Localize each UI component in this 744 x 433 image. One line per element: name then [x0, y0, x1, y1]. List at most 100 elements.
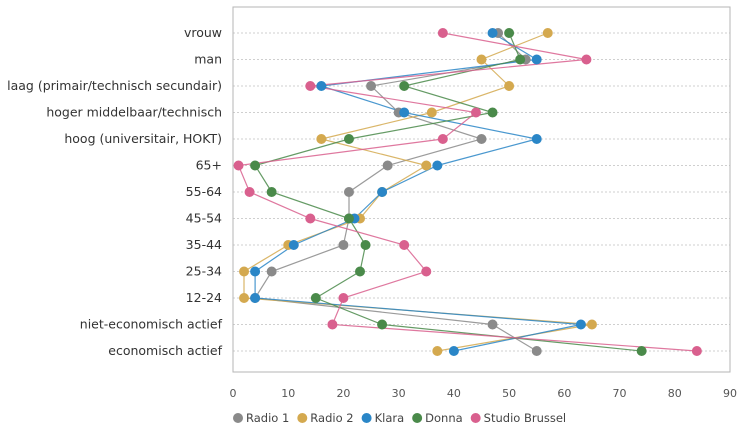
- data-point-donna: [399, 81, 410, 91]
- category-label: 12-24: [186, 290, 222, 305]
- x-tick-label: 20: [336, 387, 350, 400]
- data-point-donna: [343, 134, 354, 144]
- x-tick-label: 30: [392, 387, 406, 400]
- data-point-radio-2: [239, 266, 250, 277]
- data-point-radio-2: [476, 54, 487, 65]
- legend-label: Studio Brussel: [484, 411, 566, 425]
- data-point-studio-brussel: [305, 81, 316, 91]
- data-point-studio-brussel: [338, 293, 349, 303]
- data-point-donna: [515, 54, 526, 65]
- data-point-radio-2: [239, 293, 250, 303]
- data-point-studio-brussel: [437, 28, 448, 38]
- data-point-donna: [355, 266, 366, 277]
- x-axis-ticks: 0 10 20 30 40 50 60 70 80 90: [230, 387, 738, 400]
- category-labels: vrouw man laag (primair/technisch secundai…: [7, 25, 222, 358]
- category-label: hoog (universitair, HOKT): [64, 131, 222, 146]
- data-point-studio-brussel: [244, 187, 255, 197]
- legend-marker: [412, 413, 423, 423]
- data-point-klara: [250, 293, 261, 303]
- category-label: 25-34: [186, 264, 222, 279]
- data-point-studio-brussel: [437, 134, 448, 144]
- data-point-donna: [343, 213, 354, 224]
- legend-label: Radio 2: [310, 411, 353, 425]
- data-point-donna: [250, 160, 261, 171]
- legend-marker: [297, 413, 308, 423]
- data-point-radio-1: [338, 240, 349, 250]
- data-point-klara: [288, 240, 299, 250]
- x-tick-label: 10: [281, 387, 295, 400]
- data-point-donna: [504, 28, 515, 38]
- data-point-donna: [487, 107, 498, 118]
- data-point-klara: [575, 319, 586, 330]
- category-label: hoger middelbaar/technisch: [46, 105, 222, 120]
- data-point-klara: [316, 81, 327, 91]
- data-point-studio-brussel: [305, 213, 316, 224]
- category-label: 55-64: [186, 184, 222, 199]
- data-point-radio-2: [542, 28, 553, 38]
- legend: Radio 1 Radio 2 Klara Donna Studio Brussel: [233, 411, 566, 425]
- data-point-radio-2: [421, 160, 432, 171]
- data-point-klara: [377, 187, 388, 197]
- data-point-studio-brussel: [421, 266, 432, 277]
- data-point-radio-2: [504, 81, 515, 91]
- data-point-radio-2: [586, 319, 597, 330]
- legend-marker: [233, 413, 243, 423]
- category-label: niet-economisch actief: [80, 317, 223, 332]
- legend-item-studio-brussel: Studio Brussel: [470, 411, 566, 425]
- category-label: laag (primair/technisch secundair): [7, 78, 222, 93]
- legend-label: Radio 1: [246, 411, 289, 425]
- plot-frame: [232, 6, 731, 373]
- data-point-studio-brussel: [581, 54, 592, 65]
- data-point-radio-2: [426, 107, 437, 118]
- data-point-donna: [636, 346, 647, 356]
- legend-label: Donna: [425, 411, 463, 425]
- legend-marker: [361, 413, 372, 423]
- data-point-studio-brussel: [470, 107, 481, 118]
- data-point-studio-brussel: [327, 319, 338, 330]
- data-point-studio-brussel: [691, 346, 702, 356]
- category-label: man: [194, 52, 222, 67]
- category-label: economisch actief: [108, 343, 222, 358]
- category-label: 45-54: [186, 211, 222, 226]
- x-tick-label: 90: [723, 387, 737, 400]
- category-label: 35-44: [186, 237, 222, 252]
- data-point-klara: [531, 134, 542, 144]
- data-point-donna: [310, 293, 321, 303]
- legend-item-radio-1: Radio 1: [233, 411, 289, 425]
- series-lines: [237, 32, 697, 352]
- legend-marker: [470, 413, 481, 423]
- data-point-radio-1: [476, 134, 487, 144]
- data-point-radio-1: [382, 160, 393, 171]
- data-point-studio-brussel: [399, 240, 410, 250]
- series-points: [233, 28, 702, 356]
- x-tick-label: 80: [668, 387, 682, 400]
- data-point-klara: [531, 54, 542, 65]
- data-point-donna: [360, 240, 371, 250]
- data-point-radio-1: [531, 346, 542, 356]
- data-point-radio-2: [432, 346, 443, 356]
- legend-item-donna: Donna: [412, 411, 463, 425]
- data-point-klara: [399, 107, 410, 118]
- data-point-klara: [250, 266, 261, 277]
- data-point-klara: [487, 28, 498, 38]
- x-tick-label: 50: [502, 387, 516, 400]
- x-tick-label: 70: [613, 387, 627, 400]
- x-tick-label: 40: [447, 387, 461, 400]
- data-point-radio-1: [366, 81, 377, 91]
- data-point-radio-1: [266, 266, 277, 277]
- data-point-klara: [432, 160, 443, 171]
- data-point-donna: [266, 187, 277, 197]
- data-point-klara: [448, 346, 459, 356]
- data-point-radio-2: [316, 134, 327, 144]
- x-tick-label: 60: [557, 387, 571, 400]
- category-label: vrouw: [184, 25, 222, 40]
- data-point-radio-1: [343, 187, 354, 197]
- category-label: 65+: [196, 158, 222, 173]
- legend-label: Klara: [375, 411, 405, 425]
- legend-item-klara: Klara: [361, 411, 405, 425]
- data-point-studio-brussel: [233, 160, 244, 171]
- legend-item-radio-2: Radio 2: [297, 411, 354, 425]
- data-point-donna: [377, 319, 388, 330]
- data-point-radio-1: [487, 319, 498, 330]
